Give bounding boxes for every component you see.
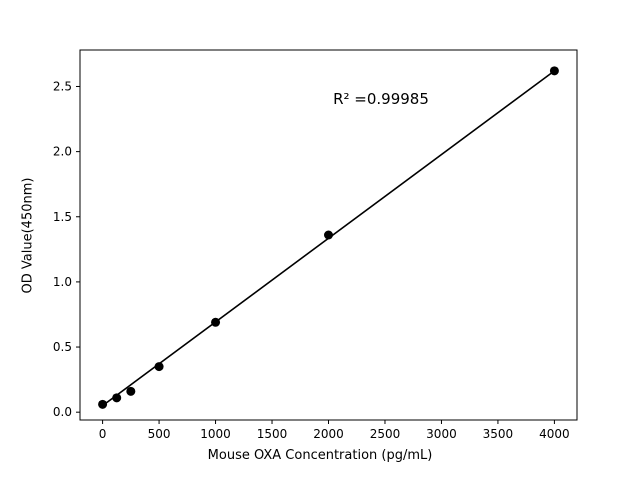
x-tick-label: 1000 <box>200 427 231 441</box>
x-tick-label: 2500 <box>370 427 401 441</box>
x-tick-label: 4000 <box>539 427 570 441</box>
y-tick-label: 2.0 <box>53 145 72 159</box>
y-tick-label: 1.0 <box>53 275 72 289</box>
data-point <box>324 230 333 240</box>
data-point <box>154 362 164 372</box>
x-tick-label: 1500 <box>257 427 288 441</box>
y-tick-label: 2.5 <box>53 79 72 93</box>
y-tick-label: 0.5 <box>53 340 72 354</box>
r-squared-annotation: R² =0.99985 <box>333 90 429 108</box>
x-tick-label: 3500 <box>483 427 514 441</box>
x-axis-label: Mouse OXA Concentration (pg/mL) <box>207 448 433 463</box>
x-tick-label: 0 <box>99 427 107 441</box>
data-point <box>211 317 221 327</box>
y-tick-label: 1.5 <box>53 210 72 224</box>
x-tick-label: 3000 <box>426 427 457 441</box>
x-tick-label: 500 <box>148 427 171 441</box>
data-point <box>549 66 559 76</box>
y-tick-label: 0.0 <box>53 405 72 419</box>
x-tick-label: 2000 <box>313 427 344 441</box>
data-point <box>112 393 122 403</box>
y-axis-label: OD Value(450nm) <box>20 177 36 294</box>
data-point <box>98 399 108 409</box>
data-point <box>126 386 136 396</box>
